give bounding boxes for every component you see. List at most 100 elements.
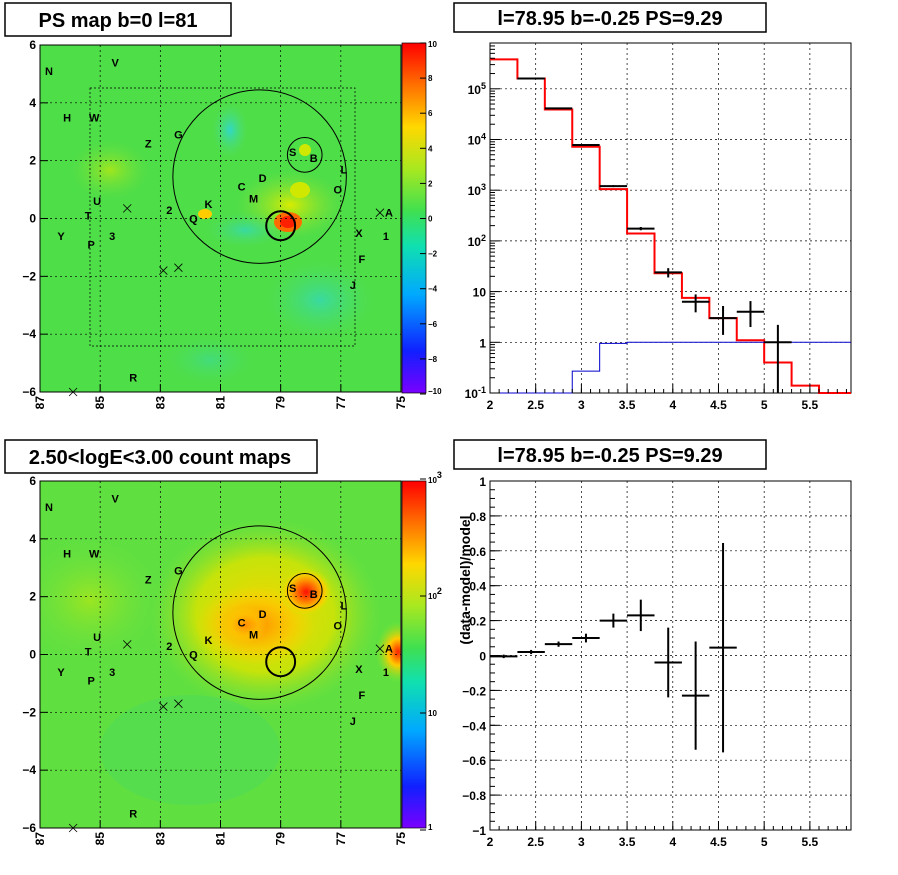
source-label: V bbox=[112, 493, 120, 505]
source-label: L bbox=[340, 600, 347, 612]
source-cross bbox=[122, 640, 132, 649]
source-label: Q bbox=[189, 214, 198, 226]
region-circle bbox=[172, 525, 347, 700]
x-tick-label: 83 bbox=[153, 396, 167, 410]
y-tick-label: 102 bbox=[468, 233, 486, 249]
y-tick-label: 6 bbox=[29, 38, 36, 52]
x-tick-label: 5.5 bbox=[802, 398, 819, 412]
colorbar-tick-label: 10 bbox=[428, 709, 437, 718]
x-tick-label: 81 bbox=[214, 396, 228, 410]
y-tick-label: 1 bbox=[479, 336, 486, 350]
source-cross bbox=[174, 263, 183, 272]
colorbar-tick-label: 8 bbox=[428, 74, 433, 83]
x-tick-label: 83 bbox=[153, 832, 167, 846]
source-label: K bbox=[204, 635, 212, 647]
source-label: F bbox=[359, 254, 366, 266]
source-label: 3 bbox=[109, 231, 115, 243]
x-tick-label: 3.5 bbox=[619, 398, 636, 412]
x-tick-label: 3.5 bbox=[619, 835, 636, 849]
x-tick-label: 2.5 bbox=[527, 835, 544, 849]
source-label: S bbox=[289, 583, 296, 595]
source-cross bbox=[375, 644, 385, 653]
source-label: 1 bbox=[383, 231, 389, 243]
region-circle bbox=[172, 89, 347, 264]
x-tick-label: 79 bbox=[274, 832, 288, 846]
x-tick-label: 3 bbox=[578, 835, 585, 849]
count-map-title: 2.50<logE<3.00 count maps bbox=[29, 447, 291, 469]
source-label: J bbox=[350, 280, 356, 292]
residual-points bbox=[490, 542, 737, 753]
y-tick-label: 1 bbox=[479, 475, 486, 489]
x-tick-label: 75 bbox=[394, 832, 408, 846]
x-tick-label: 3 bbox=[578, 398, 585, 412]
y-tick-label: 105 bbox=[468, 81, 486, 97]
ps-map-colorbar-ticks: 10 8 6 4 2 0 −2 −4 −6 −8 −10 bbox=[420, 40, 442, 396]
source-label: B bbox=[310, 589, 318, 601]
source-label: O bbox=[334, 185, 343, 197]
count-map-y-ticks: 6 4 2 0 −2 −4 −6 bbox=[22, 474, 48, 835]
x-tick-label: 4 bbox=[669, 835, 676, 849]
source-label: Q bbox=[189, 650, 198, 662]
colorbar-tick-label: 10 bbox=[428, 40, 437, 49]
count-map-colorbar bbox=[402, 481, 426, 828]
colorbar-tick-label: 102 bbox=[428, 586, 442, 601]
source-label: K bbox=[204, 199, 212, 211]
source-label: H bbox=[63, 548, 71, 560]
colorbar-tick-label: 4 bbox=[428, 144, 433, 153]
x-tick-label: 2 bbox=[487, 398, 494, 412]
source-label: C bbox=[238, 182, 246, 194]
spectrum-x-ticks: 2 2.5 3 3.5 4 4.5 5 5.5 bbox=[487, 384, 847, 412]
residual-y-ticks: 1 0.8 0.6 0.4 0.2 0 −0.2 −0.4 −0.6 −0.8 −1 bbox=[462, 475, 500, 838]
source-label: Y bbox=[57, 667, 65, 679]
source-cross bbox=[159, 702, 168, 711]
y-tick-label: 0.6 bbox=[469, 545, 486, 559]
ps-map-y-ticks: 6 4 2 0 −2 −4 −6 bbox=[22, 38, 48, 399]
x-tick-label: 4.5 bbox=[710, 835, 727, 849]
source-label: T bbox=[85, 647, 92, 659]
x-tick-label: 81 bbox=[214, 832, 228, 846]
count-map-overlay: N V H W Z G S B L D CM O K 2 Q UT A X 1 Y P 3 F J R bbox=[45, 493, 393, 833]
source-label: D bbox=[259, 173, 267, 185]
residual-title: l=78.95 b=-0.25 PS=9.29 bbox=[497, 445, 722, 467]
spectrum-y-ticks: 10-1 1 10 102 103 104 105 bbox=[465, 45, 500, 401]
y-tick-label: 10-1 bbox=[465, 385, 486, 401]
source-label: A bbox=[385, 208, 393, 220]
source-label: U bbox=[93, 632, 101, 644]
y-tick-label: 0 bbox=[29, 212, 36, 226]
x-tick-label: 87 bbox=[33, 396, 47, 410]
x-tick-label: 75 bbox=[394, 396, 408, 410]
source-label: D bbox=[259, 609, 267, 621]
source-cross bbox=[68, 823, 78, 833]
colorbar-tick-label: 1 bbox=[428, 823, 433, 832]
residual-grid bbox=[490, 481, 851, 830]
y-tick-label: −2 bbox=[22, 269, 36, 283]
source-label: M bbox=[249, 629, 258, 641]
colorbar-tick-label: 6 bbox=[428, 109, 433, 118]
colorbar-tick-label: −6 bbox=[428, 320, 438, 329]
source-label: X bbox=[355, 664, 363, 676]
spectrum-panel: l=78.95 b=-0.25 PS=9.29 2 2.5 3 3.5 4 4.5 5 5.5… bbox=[453, 2, 852, 412]
source-label: G bbox=[174, 130, 183, 142]
source-cross bbox=[68, 387, 78, 397]
y-tick-label: −0.8 bbox=[462, 789, 486, 803]
source-label: V bbox=[112, 57, 120, 69]
region-circle bbox=[265, 210, 297, 242]
source-label: Z bbox=[145, 574, 152, 586]
ps-map-panel: PS map b=0 l=81 N V H W Z G S B L D CM O K 2 Q UT A X 1 Y P 3… bbox=[4, 2, 442, 409]
source-label: F bbox=[359, 690, 366, 702]
y-tick-label: 104 bbox=[468, 131, 486, 147]
ps-map-overlay: N V H W Z G S B L D CM O K 2 Q UT A X 1 Y P 3 F J R bbox=[45, 57, 393, 397]
source-label: W bbox=[89, 112, 100, 124]
source-label: M bbox=[249, 193, 258, 205]
ps-map-x-ticks: 87 85 83 81 79 77 75 bbox=[33, 384, 408, 409]
source-label: Y bbox=[57, 231, 65, 243]
x-tick-label: 5 bbox=[761, 398, 768, 412]
source-cross bbox=[375, 208, 385, 217]
y-tick-label: 4 bbox=[29, 96, 36, 110]
x-tick-label: 5 bbox=[761, 835, 768, 849]
region-circle bbox=[265, 646, 297, 678]
y-tick-label: −6 bbox=[22, 385, 36, 399]
residual-x-ticks: 2 2.5 3 3.5 4 4.5 5 5.5 bbox=[487, 821, 847, 849]
y-tick-label: 103 bbox=[468, 182, 486, 198]
